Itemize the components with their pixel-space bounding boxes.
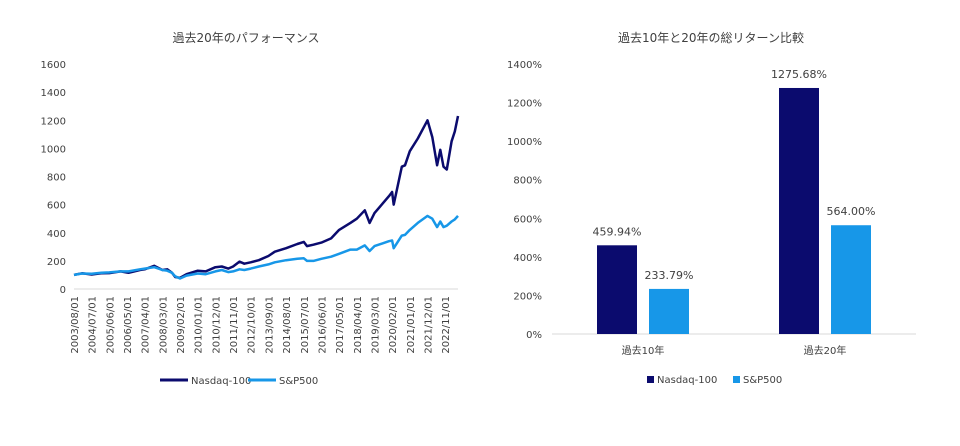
- line-y-tick-label: 1400: [41, 88, 66, 99]
- bar-chart: 過去10年と20年の総リターン比較 0% 200% 400% 600% 800% 1000…: [507, 30, 916, 386]
- line-x-tick-label: 2017/05/01: [335, 296, 346, 354]
- line-chart: 過去20年のパフォーマンス 0 200 400 600 800 1000 1200 1400 1…: [41, 31, 460, 387]
- bar-value-label: 459.94%: [593, 225, 642, 238]
- bar-y-tick-label: 200%: [513, 291, 542, 302]
- line-x-tick-label: 2014/08/01: [282, 296, 293, 354]
- line-x-tick-label: 2013/09/01: [264, 296, 275, 354]
- line-series-sp500: [73, 214, 459, 280]
- line-y-tick-label: 1600: [41, 60, 66, 71]
- bar-category-label: 過去10年: [622, 344, 665, 357]
- bar-y-tick-label: 1400%: [507, 60, 542, 71]
- line-x-tick-label: 2019/03/01: [370, 296, 381, 354]
- bar-y-tick-label: 1000%: [507, 137, 542, 148]
- bar-y-tick-label: 0%: [526, 330, 542, 341]
- line-y-tick-label: 0: [60, 285, 66, 296]
- bar-legend-swatch: [647, 376, 654, 383]
- line-x-tick-label: 2003/08/01: [70, 296, 81, 354]
- line-y-tick-label: 600: [47, 201, 66, 212]
- bar-y-tick-label: 800%: [513, 176, 542, 187]
- line-y-tick-label: 1000: [41, 144, 66, 155]
- line-x-tick-label: 2010/01/01: [194, 296, 205, 354]
- line-legend-label: S&P500: [279, 376, 318, 387]
- bar-value-label: 1275.68%: [771, 68, 827, 81]
- line-x-tick-label: 2018/04/01: [353, 296, 364, 354]
- line-x-tick-label: 2005/06/01: [105, 296, 116, 354]
- line-x-tick-label: 2004/07/01: [88, 296, 99, 354]
- line-x-tick-label: 2020/02/01: [388, 296, 399, 354]
- bar-nasdaq: [597, 245, 637, 334]
- bar-value-label: 564.00%: [827, 205, 876, 218]
- line-x-tick-label: 2016/06/01: [317, 296, 328, 354]
- bar-y-tick-label: 600%: [513, 214, 542, 225]
- line-y-tick-label: 400: [47, 229, 66, 240]
- line-chart-title: 過去20年のパフォーマンス: [172, 31, 319, 45]
- bar-nasdaq: [779, 87, 819, 334]
- bar-value-label: 233.79%: [645, 269, 694, 282]
- bar-y-tick-label: 400%: [513, 253, 542, 264]
- line-y-tick-label: 800: [47, 173, 66, 184]
- line-x-tick-label: 2009/02/01: [176, 296, 187, 354]
- bar-sp500: [649, 288, 689, 334]
- line-x-tick-label: 2008/03/01: [158, 296, 169, 354]
- line-x-tick-label: 2012/10/01: [247, 296, 258, 354]
- line-x-tick-label: 2021/01/01: [406, 296, 417, 354]
- bar-chart-title: 過去10年と20年の総リターン比較: [618, 30, 804, 45]
- line-series-nasdaq: [73, 115, 460, 280]
- bar-category-label: 過去20年: [804, 344, 847, 357]
- line-y-tick-label: 200: [47, 257, 66, 268]
- bar-legend-label: Nasdaq-100: [657, 375, 717, 386]
- line-x-tick-label: 2007/04/01: [141, 296, 152, 354]
- line-x-tick-label: 2022/11/01: [441, 296, 452, 354]
- line-legend-label: Nasdaq-100: [191, 376, 251, 387]
- bar-sp500: [831, 225, 871, 334]
- line-x-tick-label: 2011/11/01: [229, 296, 240, 354]
- bar-legend-swatch: [733, 376, 740, 383]
- line-y-tick-label: 1200: [41, 116, 66, 127]
- line-x-tick-label: 2015/07/01: [300, 296, 311, 354]
- bar-y-tick-label: 1200%: [507, 99, 542, 110]
- line-x-tick-label: 2010/12/01: [211, 296, 222, 354]
- line-x-tick-label: 2021/12/01: [423, 296, 434, 354]
- bar-legend-label: S&P500: [743, 375, 782, 386]
- line-x-tick-label: 2006/05/01: [123, 296, 134, 354]
